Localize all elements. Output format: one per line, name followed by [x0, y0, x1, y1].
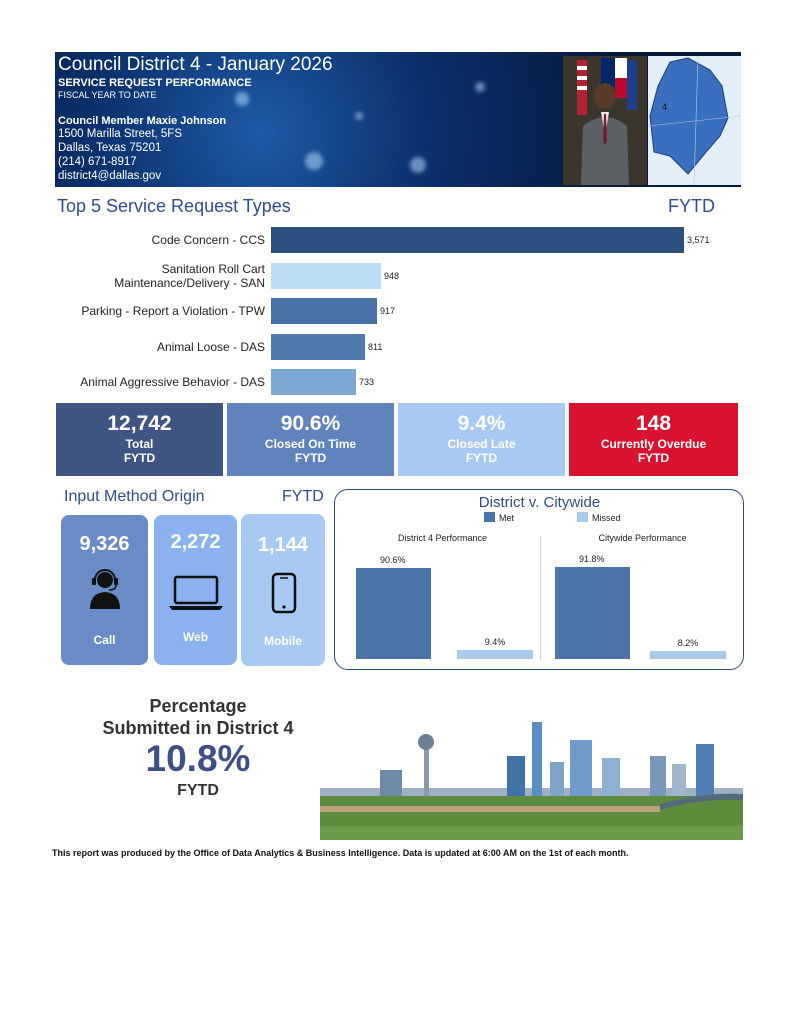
- top5-bar-value-label: 917: [380, 306, 396, 316]
- web-count: 2,272: [170, 531, 221, 553]
- top5-bar: [271, 227, 684, 253]
- top5-category-label: Parking - Report a Violation - TPW: [81, 304, 265, 318]
- address-line-1: 1500 Marilla Street, 5FS: [58, 128, 183, 140]
- kpi-closed-on-time: 90.6% Closed On Time FYTD: [227, 403, 394, 476]
- comparison-bar: [555, 567, 630, 659]
- kpi-closed-on-time-value: 90.6%: [280, 412, 341, 435]
- top5-category-label: Code Concern - CCS: [151, 233, 265, 247]
- kpi-overdue-label: Currently Overdue: [600, 437, 707, 451]
- top5-bar-value-label: 733: [359, 377, 375, 387]
- legend-swatch-missed: [577, 512, 588, 522]
- comparison-bar-value-label: 91.8%: [579, 554, 605, 564]
- kpi-total-value: 12,742: [107, 412, 172, 435]
- percentage-fytd: FYTD: [177, 782, 219, 799]
- kpi-total: 12,742 Total FYTD: [56, 403, 223, 476]
- comparison-bar-value-label: 90.6%: [380, 555, 406, 565]
- kpi-total-label: Total: [125, 437, 154, 451]
- smartphone-icon: [271, 572, 297, 614]
- top5-bar: [271, 333, 365, 360]
- report-subtitle: SERVICE REQUEST PERFORMANCE: [58, 77, 252, 89]
- kpi-closed-late-value: 9.4%: [457, 412, 506, 435]
- kpi-total-fytd: FYTD: [123, 451, 156, 465]
- comparison-bar-value-label: 9.4%: [484, 637, 506, 647]
- top5-bar-value-label: 3,571: [687, 235, 710, 245]
- legend-label-met: Met: [499, 513, 515, 523]
- council-member-photo: [563, 56, 647, 185]
- legend-label-missed: Missed: [592, 513, 621, 523]
- comparison-bar-value-label: 8.2%: [677, 638, 699, 648]
- percentage-heading-line2: Submitted in District 4: [102, 718, 294, 738]
- top5-bar: [271, 298, 377, 324]
- top5-fytd-label: FYTD: [668, 196, 715, 216]
- footer-note: This report was produced by the Office o…: [52, 848, 629, 858]
- comparison-bar: [650, 651, 726, 659]
- phone-number: (214) 671-8917: [58, 156, 137, 168]
- headset-user-icon: [90, 569, 120, 609]
- top5-category-label: Animal Loose - DAS: [156, 339, 265, 354]
- top5-bar-value-label: 948: [384, 270, 400, 281]
- input-method-fytd: FYTD: [282, 488, 324, 505]
- header-banner: Council District 4 - January 2026 SERVIC…: [55, 52, 741, 187]
- mobile-label: Mobile: [264, 634, 302, 648]
- kpi-closed-on-time-label: Closed On Time: [264, 437, 357, 451]
- kpi-closed-late-label: Closed Late: [447, 437, 516, 451]
- comparison-chart-title: Citywide Performance: [598, 533, 687, 543]
- input-card-call: 9,326 Call: [61, 515, 148, 665]
- comparison-title: District v. Citywide: [478, 494, 601, 511]
- call-count: 9,326: [79, 533, 130, 555]
- district-number-label: 4: [662, 102, 667, 112]
- page-title: Council District 4 - January 2026: [58, 54, 333, 75]
- comparison-chart-title: District 4 Performance: [397, 533, 488, 543]
- kpi-closed-late: 9.4% Closed Late FYTD: [398, 403, 565, 476]
- panel-divider: [540, 536, 541, 660]
- top5-bar: [271, 262, 381, 289]
- percentage-heading-line1: Percentage: [149, 696, 247, 716]
- top5-bar-value-label: 811: [368, 341, 383, 352]
- web-label: Web: [182, 630, 209, 644]
- input-card-web: 2,272 Web: [154, 515, 237, 665]
- laptop-icon: [169, 575, 223, 610]
- percentage-heading: Percentage Submitted in District 4: [90, 695, 306, 739]
- input-method-title: Input Method Origin: [64, 488, 205, 505]
- kpi-overdue-fytd: FYTD: [637, 451, 670, 465]
- call-label: Call: [93, 633, 116, 647]
- legend-swatch-met: [484, 512, 495, 522]
- input-card-mobile: 1,144 Mobile: [241, 514, 325, 666]
- top5-category-label: Sanitation Roll Cart Maintenance/Delivery…: [114, 261, 265, 290]
- district-vs-citywide-panel: [334, 489, 744, 670]
- report-period: FISCAL YEAR TO DATE: [58, 90, 157, 100]
- council-member-name: Council Member Maxie Johnson: [58, 115, 227, 127]
- dallas-skyline-image: [320, 718, 743, 840]
- email-address: district4@dallas.gov: [58, 170, 162, 182]
- address-line-2: Dallas, Texas 75201: [58, 142, 162, 154]
- top5-section-title: Top 5 Service Request Types: [57, 196, 291, 216]
- kpi-closed-on-time-fytd: FYTD: [294, 451, 327, 465]
- kpi-currently-overdue: 148 Currently Overdue FYTD: [569, 403, 738, 476]
- kpi-overdue-value: 148: [635, 412, 672, 435]
- district-map: 4: [648, 56, 741, 185]
- comparison-bar: [356, 568, 431, 659]
- comparison-bar: [457, 650, 533, 659]
- percentage-value: 10.8%: [145, 738, 251, 779]
- top5-category-label: Animal Aggressive Behavior - DAS: [80, 375, 265, 389]
- kpi-closed-late-fytd: FYTD: [465, 451, 498, 465]
- top5-bar: [271, 369, 356, 395]
- mobile-count: 1,144: [257, 534, 309, 556]
